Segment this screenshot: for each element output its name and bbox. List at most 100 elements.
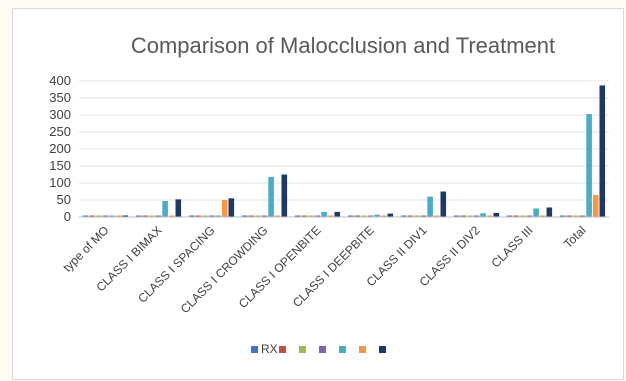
bar-6-1 — [407, 215, 414, 217]
x-category-label: type of MO — [60, 223, 111, 274]
bar-9-0 — [559, 215, 566, 217]
bar-1-4 — [162, 201, 168, 217]
bar-6-2 — [414, 215, 420, 217]
y-tick-label: 400 — [49, 73, 71, 88]
bar-8-6 — [546, 207, 553, 217]
bar-1-6 — [175, 199, 182, 217]
chart-area: Comparison of Malocclusion and Treatment… — [12, 8, 624, 380]
bar-8-5 — [539, 215, 546, 217]
legend-swatch-0 — [251, 346, 258, 353]
bar-4-4 — [321, 211, 327, 217]
y-tick-label: 150 — [49, 158, 71, 173]
bar-8-0 — [506, 215, 513, 217]
bar-3-6 — [281, 174, 288, 217]
bar-7-1 — [460, 215, 467, 217]
bar-6-4 — [427, 196, 433, 217]
y-tick-label: 0 — [64, 209, 71, 224]
bar-0-2 — [96, 215, 102, 217]
x-category-label: Total — [561, 223, 589, 251]
bar-4-6 — [334, 211, 341, 217]
legend-swatch-1 — [279, 346, 286, 353]
bar-2-4 — [215, 215, 221, 217]
bar-7-6 — [493, 212, 500, 217]
bar-1-2 — [149, 215, 155, 217]
bar-9-6 — [599, 85, 606, 217]
bar-1-5 — [168, 215, 175, 217]
gridlines — [79, 80, 609, 201]
bar-8-1 — [513, 215, 520, 217]
bar-7-5 — [486, 215, 493, 217]
bar-chart: Comparison of Malocclusion and Treatment… — [49, 33, 609, 356]
bar-4-5 — [327, 215, 334, 217]
legend-swatch-3 — [319, 346, 326, 353]
y-tick-label: 100 — [49, 175, 71, 190]
bar-7-4 — [480, 213, 486, 217]
bar-1-3 — [155, 215, 162, 217]
bar-9-1 — [566, 215, 573, 217]
legend-swatch-4 — [339, 346, 346, 353]
chart-title: Comparison of Malocclusion and Treatment — [131, 33, 555, 58]
bar-6-5 — [433, 215, 440, 217]
bar-8-4 — [533, 208, 539, 217]
bar-8-2 — [520, 215, 526, 217]
bar-2-0 — [188, 215, 195, 217]
bar-9-2 — [573, 215, 579, 217]
x-category-label: CLASS I CROWDING — [178, 223, 271, 316]
bar-3-0 — [241, 215, 248, 217]
bar-5-3 — [367, 215, 374, 217]
bar-1-1 — [142, 215, 149, 217]
bar-0-3 — [102, 215, 109, 217]
bar-0-1 — [89, 215, 96, 217]
bar-9-4 — [586, 113, 592, 217]
legend-swatch-6 — [379, 346, 386, 353]
bar-8-3 — [526, 215, 533, 217]
bar-5-1 — [354, 215, 361, 217]
legend-label: RX — [261, 342, 278, 356]
bar-4-1 — [301, 215, 308, 217]
bar-5-0 — [347, 215, 354, 217]
y-tick-label: 50 — [57, 192, 71, 207]
bar-1-0 — [135, 215, 142, 217]
bar-6-6 — [440, 191, 447, 217]
bar-5-4 — [374, 214, 380, 217]
bar-5-6 — [387, 213, 394, 217]
bar-2-1 — [195, 215, 202, 217]
bar-0-5 — [115, 215, 122, 217]
bar-2-2 — [202, 215, 208, 217]
y-tick-label: 200 — [49, 141, 71, 156]
bar-0-6 — [122, 215, 129, 217]
y-axis-ticks: 0 50 100 150 200 250 300 350 400 — [49, 73, 71, 224]
bar-2-3 — [208, 215, 215, 217]
bar-4-0 — [294, 215, 301, 217]
legend-swatch-2 — [299, 346, 306, 353]
bar-7-2 — [467, 215, 473, 217]
bar-7-0 — [453, 215, 460, 217]
bar-6-0 — [400, 215, 407, 217]
bar-5-5 — [380, 215, 387, 217]
bar-0-4 — [109, 215, 115, 217]
bar-4-2 — [308, 215, 314, 217]
bar-2-6 — [228, 198, 235, 217]
y-tick-label: 300 — [49, 107, 71, 122]
bar-3-1 — [248, 215, 255, 217]
bar-7-3 — [473, 215, 480, 217]
x-category-label: CLASS III — [488, 223, 535, 270]
y-tick-label: 350 — [49, 90, 71, 105]
bar-5-2 — [361, 215, 367, 217]
bar-3-5 — [274, 215, 281, 217]
bar-3-4 — [268, 176, 274, 217]
bar-2-5 — [221, 200, 228, 217]
bar-0-0 — [82, 215, 89, 217]
bar-3-3 — [261, 215, 268, 217]
bars — [82, 85, 606, 217]
legend: RX — [251, 342, 386, 356]
legend-swatch-5 — [359, 346, 366, 353]
bar-6-3 — [420, 215, 427, 217]
bar-3-2 — [255, 215, 261, 217]
bar-9-3 — [579, 215, 586, 217]
bar-4-3 — [314, 215, 321, 217]
bar-9-5 — [592, 194, 599, 217]
y-tick-label: 250 — [49, 124, 71, 139]
